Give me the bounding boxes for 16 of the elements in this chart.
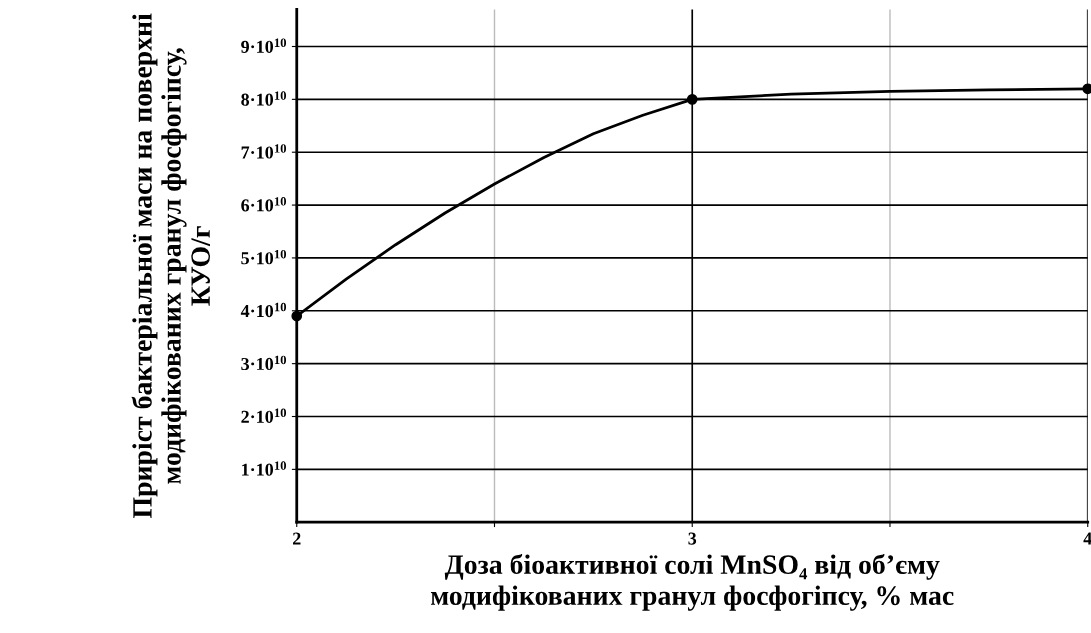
y-tick-label: 6·10$^{10}$	[241, 197, 287, 212]
y-tick-label: 1·10$^{10}$	[242, 461, 287, 476]
y-tick-label: 8·10$^{10}$	[241, 91, 287, 106]
y-tick-label: 4·10$^{10}$	[240, 302, 287, 318]
y-axis-title: Приріст бактеріальної маси на поверхні модифікованих гранул фосфогіпсу, КУО/г	[131, 13, 210, 519]
point	[291, 310, 303, 322]
point	[686, 94, 698, 105]
y-tick-label: 5·10$^{10}$	[241, 249, 287, 265]
x-axis-title: Доза біоактивної солі MnSO₄ від об’єму модифікованих гранул фосфогіпсу, % мас	[430, 553, 954, 611]
x-tick-label: 3	[688, 532, 697, 545]
y-tick-label: 7·10$^{10}$	[241, 144, 287, 159]
y-tick-label: 3·10$^{10}$	[241, 355, 287, 371]
x-tick-label: 2	[293, 532, 301, 545]
y-tick-label: 2·10$^{10}$	[241, 408, 287, 423]
x-tick-label: 4	[1083, 532, 1091, 545]
y-tick-label: 9·10$^{10}$	[241, 38, 287, 53]
